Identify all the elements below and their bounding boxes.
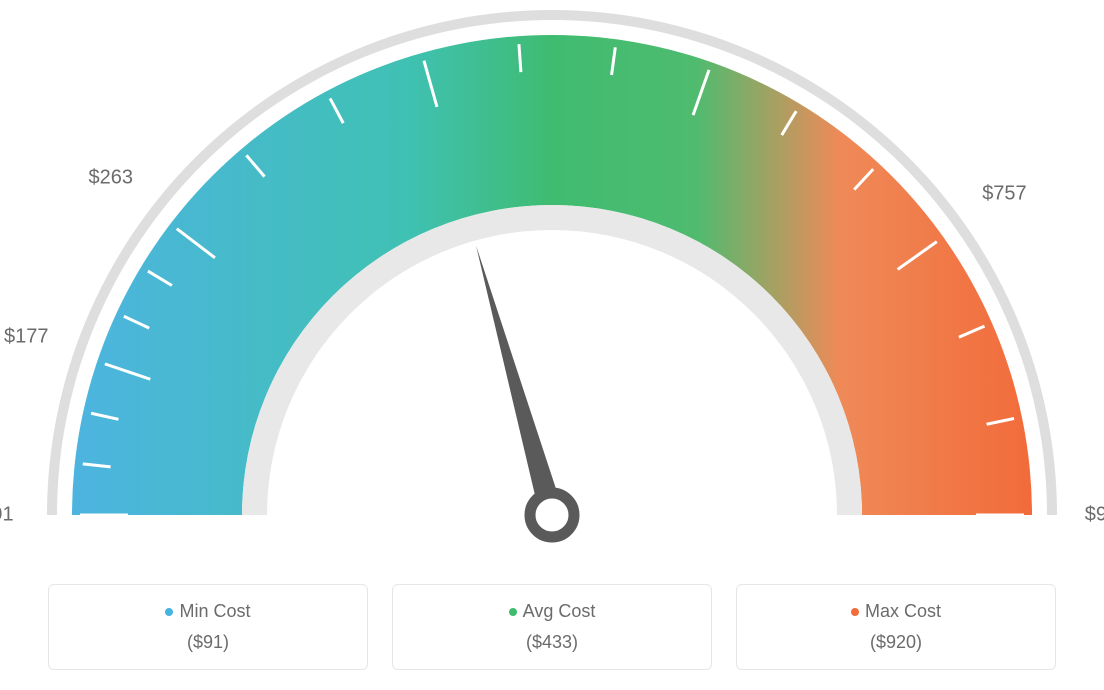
legend-min-value: ($91) bbox=[65, 632, 351, 653]
gauge-chart: $91$177$263$433$595$757$920 bbox=[0, 0, 1104, 560]
legend-max-box: Max Cost ($920) bbox=[736, 584, 1056, 670]
legend-max-label: Max Cost bbox=[865, 601, 941, 621]
legend-max-title: Max Cost bbox=[753, 601, 1039, 622]
legend-avg-label: Avg Cost bbox=[523, 601, 596, 621]
legend-max-dot-icon bbox=[851, 608, 859, 616]
legend-min-box: Min Cost ($91) bbox=[48, 584, 368, 670]
gauge-tick-label: $91 bbox=[0, 504, 14, 527]
gauge-tick-label: $920 bbox=[1085, 504, 1104, 527]
legend-avg-dot-icon bbox=[509, 608, 517, 616]
legend-avg-value: ($433) bbox=[409, 632, 695, 653]
legend-min-dot-icon bbox=[165, 608, 173, 616]
gauge-tick-label: $263 bbox=[89, 167, 134, 190]
gauge-tick-label: $757 bbox=[982, 182, 1027, 205]
legend-min-label: Min Cost bbox=[179, 601, 250, 621]
legend-avg-title: Avg Cost bbox=[409, 601, 695, 622]
legend-max-value: ($920) bbox=[753, 632, 1039, 653]
legend-row: Min Cost ($91) Avg Cost ($433) Max Cost … bbox=[0, 584, 1104, 670]
legend-avg-box: Avg Cost ($433) bbox=[392, 584, 712, 670]
gauge-svg bbox=[0, 0, 1104, 560]
legend-min-title: Min Cost bbox=[65, 601, 351, 622]
gauge-tick-label: $177 bbox=[4, 326, 49, 349]
gauge-tick-label: $595 bbox=[714, 0, 759, 3]
